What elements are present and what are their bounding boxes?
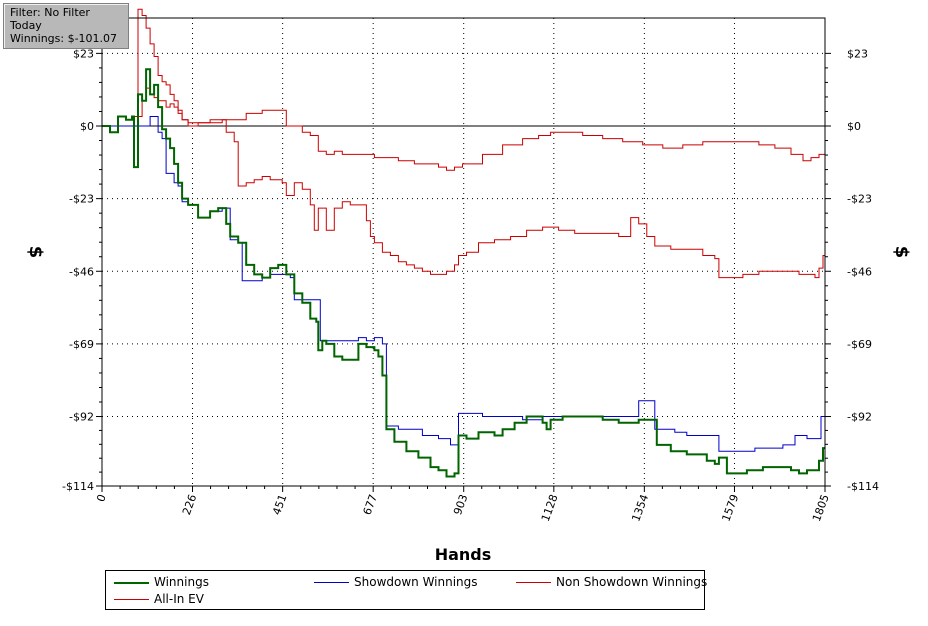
y-axis-title-right: $ [891, 246, 912, 259]
x-tick-label: 226 [180, 493, 199, 517]
y-tick-label-right: -$46 [847, 265, 872, 278]
legend-swatch [114, 582, 149, 584]
x-axis-title: Hands [435, 545, 492, 564]
winnings-total-label: Winnings: $-101.07 [10, 32, 118, 45]
y-tick-label-right: -$114 [847, 480, 879, 493]
x-tick-label: 0 [94, 493, 109, 504]
x-tick-label: 677 [361, 493, 380, 517]
series-line-non-showdown-winnings [102, 87, 825, 171]
x-tick-label: 1805 [810, 493, 832, 524]
y-tick-label-left: -$69 [69, 338, 94, 351]
y-tick-label-right: -$23 [847, 193, 872, 206]
filter-info-panel: Filter: No Filter Today Winnings: $-101.… [3, 3, 129, 49]
y-tick-label-left: -$23 [69, 193, 94, 206]
y-tick-label-left: -$92 [69, 411, 94, 424]
y-tick-label-right: -$92 [847, 411, 872, 424]
grid [102, 18, 825, 486]
series-line-showdown-winnings [102, 116, 825, 452]
x-tick-label: 1579 [720, 493, 742, 524]
y-tick-label-right: -$69 [847, 338, 872, 351]
axes-layer: 0 226 451 677 903 1128 1354 1579 1805 $23 $23 $0 $0 -… [62, 47, 879, 523]
legend-swatch [516, 582, 551, 583]
x-tick-label: 1354 [629, 493, 651, 524]
legend-label: Non Showdown Winnings [556, 575, 708, 589]
legend-swatch [314, 582, 349, 583]
legend-label: Showdown Winnings [354, 575, 478, 589]
y-axis-title-left: $ [25, 246, 46, 259]
y-tick-label-right: $0 [847, 120, 861, 133]
filter-label: Filter: No Filter [10, 6, 90, 19]
legend-label: Winnings [154, 575, 209, 589]
series-line-winnings [102, 68, 825, 478]
y-tick-label-right: $23 [847, 47, 868, 60]
legend-swatch [114, 599, 149, 600]
series-line-all-in-ev [102, 8, 826, 279]
y-tick-label-left: -$46 [69, 265, 94, 278]
x-tick-label: 1128 [539, 493, 561, 524]
series-layer [102, 8, 826, 478]
legend: Winnings Showdown Winnings Non Showdown Wi… [105, 570, 708, 610]
x-tick-label: 451 [270, 493, 289, 517]
y-tick-label-left: -$114 [62, 480, 94, 493]
legend-label: All-In EV [154, 592, 204, 606]
y-tick-label-left: $0 [80, 120, 94, 133]
x-tick-label: 903 [451, 493, 470, 517]
period-label: Today [10, 19, 42, 32]
y-tick-label-left: $23 [73, 47, 94, 60]
